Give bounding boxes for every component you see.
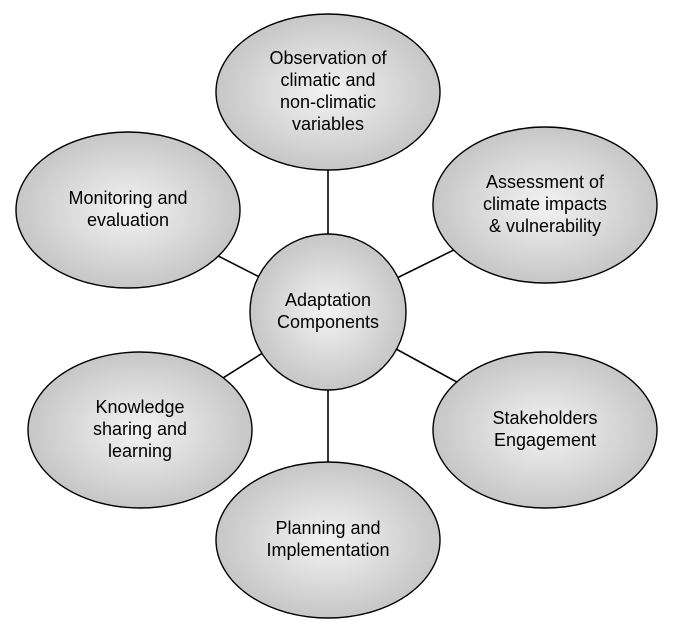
node-observation-label-line-1: climatic and	[280, 70, 375, 90]
node-stakeholders: StakeholdersEngagement	[433, 352, 657, 508]
node-center-label-line-1: Components	[277, 312, 379, 332]
node-planning: Planning andImplementation	[216, 462, 440, 618]
node-observation-label-line-3: variables	[292, 114, 364, 134]
node-center-label-line-0: Adaptation	[285, 290, 371, 310]
edge-center-monitoring	[218, 256, 258, 276]
edge-center-knowledge	[223, 353, 262, 377]
node-knowledge-label-line-2: learning	[108, 441, 172, 461]
node-observation-label-line-2: non-climatic	[280, 92, 376, 112]
node-monitoring: Monitoring andevaluation	[16, 132, 240, 288]
node-assessment: Assessment ofclimate impacts& vulnerabil…	[433, 127, 657, 283]
node-knowledge-label-line-1: sharing and	[93, 419, 187, 439]
node-knowledge-label-line-0: Knowledge	[95, 397, 184, 417]
adaptation-components-diagram: Observation ofclimatic andnon-climaticva…	[0, 0, 685, 630]
nodes-layer: Observation ofclimatic andnon-climaticva…	[16, 14, 657, 618]
node-stakeholders-label-line-1: Engagement	[494, 430, 596, 450]
edge-center-stakeholders	[397, 349, 457, 382]
node-observation: Observation ofclimatic andnon-climaticva…	[216, 14, 440, 170]
node-planning-label-line-1: Implementation	[266, 540, 389, 560]
node-assessment-label-line-1: climate impacts	[483, 194, 607, 214]
node-assessment-label-line-0: Assessment of	[486, 172, 605, 192]
node-observation-label-line-0: Observation of	[269, 48, 387, 68]
node-assessment-label-line-2: & vulnerability	[489, 216, 601, 236]
edge-center-assessment	[398, 250, 454, 277]
node-center: AdaptationComponents	[250, 234, 406, 390]
node-knowledge: Knowledgesharing andlearning	[28, 352, 252, 508]
node-monitoring-label-line-1: evaluation	[87, 210, 169, 230]
node-stakeholders-label-line-0: Stakeholders	[492, 408, 597, 428]
node-planning-label-line-0: Planning and	[275, 518, 380, 538]
node-monitoring-label-line-0: Monitoring and	[68, 188, 187, 208]
